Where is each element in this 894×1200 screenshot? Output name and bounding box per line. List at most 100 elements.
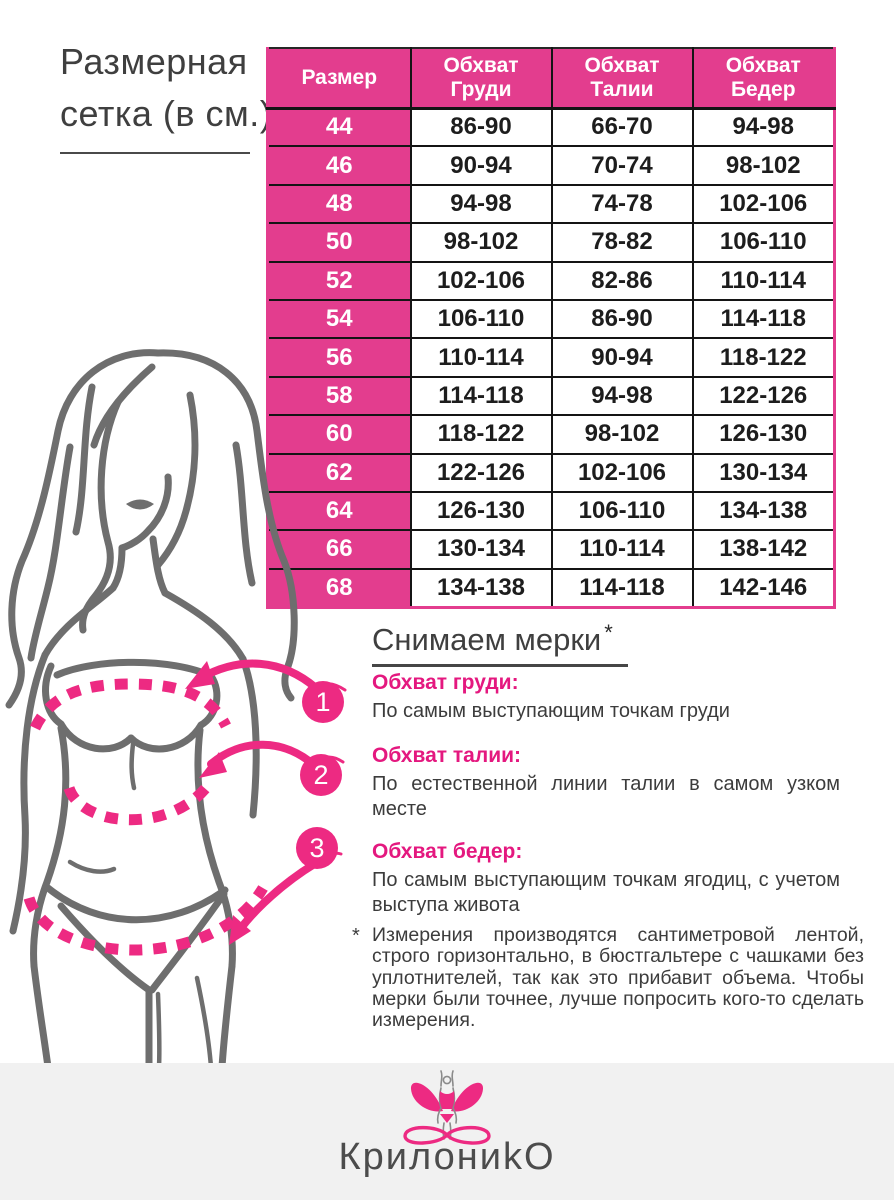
size-cell: 66 xyxy=(267,529,411,569)
value-cell: 106-110 xyxy=(691,222,835,262)
size-cell: 52 xyxy=(267,260,411,300)
value-cell: 86-90 xyxy=(550,298,693,339)
value-cell: 102-106 xyxy=(409,260,552,300)
step-circle-3: 3 xyxy=(296,827,338,869)
table-row: 56 110-114 90-94 118-122 xyxy=(267,337,835,377)
step-circle-1: 1 xyxy=(302,681,344,723)
woman-figure-illustration xyxy=(5,349,347,1070)
table-row: 66 130-134 110-114 138-142 xyxy=(267,529,835,569)
step-1-text: По самым выступающим точкам груди xyxy=(372,700,730,722)
measurement-dotted-lines xyxy=(23,678,268,956)
waist-dotted-line xyxy=(63,780,214,826)
value-cell: 94-98 xyxy=(409,183,552,224)
value-cell: 66-70 xyxy=(550,106,693,147)
measuring-heading: Снимаем мерки * xyxy=(372,620,613,658)
column-header: Обхват Бедер xyxy=(691,48,835,110)
value-cell: 134-138 xyxy=(409,567,552,608)
arrow-2-icon xyxy=(207,740,319,770)
body-lines xyxy=(9,584,260,1070)
value-cell: 98-102 xyxy=(691,145,835,185)
value-cell: 98-102 xyxy=(550,414,693,454)
step-circle-2: 2 xyxy=(300,754,342,796)
value-cell: 110-114 xyxy=(409,337,552,377)
step-2-text: По естественной линии талии в самом узко… xyxy=(372,773,840,820)
table-row: 52 102-106 82-86 110-114 xyxy=(267,260,835,300)
size-table-header: Размер Обхват Груди Обхват Талии Обхват Бед… xyxy=(267,48,835,110)
value-cell: 78-82 xyxy=(550,222,693,262)
value-cell: 94-98 xyxy=(550,375,693,416)
measuring-heading-underline xyxy=(372,664,628,667)
page-title: Размерная сетка (в см.) xyxy=(60,36,272,140)
value-cell: 118-122 xyxy=(691,337,835,377)
value-cell: 70-74 xyxy=(550,145,693,185)
value-cell: 142-146 xyxy=(691,567,835,608)
size-cell: 62 xyxy=(267,452,411,492)
footer: КрилониkО xyxy=(0,1063,894,1200)
table-row: 58 114-118 94-98 122-126 xyxy=(267,375,835,416)
value-cell: 106-110 xyxy=(550,490,693,531)
size-cell: 50 xyxy=(267,222,411,262)
size-cell: 46 xyxy=(267,145,411,185)
note-text: Измерения производятся сантиметровой лен… xyxy=(372,924,864,1032)
value-cell: 114-118 xyxy=(409,375,552,416)
table-row: 64 126-130 106-110 134-138 xyxy=(267,490,835,531)
measuring-heading-text: Снимаем мерки xyxy=(372,622,602,657)
value-cell: 90-94 xyxy=(409,145,552,185)
value-cell: 126-130 xyxy=(409,490,552,531)
value-cell: 138-142 xyxy=(691,529,835,569)
value-cell: 114-118 xyxy=(550,567,693,608)
size-cell: 56 xyxy=(267,337,411,377)
table-row: 46 90-94 70-74 98-102 xyxy=(267,145,835,185)
value-cell: 130-134 xyxy=(409,529,552,569)
value-cell: 122-126 xyxy=(691,375,835,416)
value-cell: 94-98 xyxy=(691,106,835,147)
value-cell: 110-114 xyxy=(550,529,693,569)
value-cell: 126-130 xyxy=(691,414,835,454)
value-cell: 114-118 xyxy=(691,298,835,339)
value-cell: 74-78 xyxy=(550,183,693,224)
measurement-note: * Измерения производятся сантиметровой л… xyxy=(352,924,864,1032)
column-header: Обхват Груди xyxy=(409,48,552,110)
size-cell: 44 xyxy=(267,106,411,147)
table-row: 44 86-90 66-70 94-98 xyxy=(267,106,835,147)
size-cell: 64 xyxy=(267,490,411,531)
value-cell: 82-86 xyxy=(550,260,693,300)
note-asterisk: * xyxy=(352,925,360,947)
value-cell: 130-134 xyxy=(691,452,835,492)
step-1-label: Обхват груди: xyxy=(372,671,519,694)
butterfly-woman-infinity-icon xyxy=(403,1070,491,1145)
step-3-label: Обхват бедер: xyxy=(372,840,523,863)
table-row: 50 98-102 78-82 106-110 xyxy=(267,222,835,262)
value-cell: 90-94 xyxy=(550,337,693,377)
hips-dotted-line xyxy=(23,885,268,956)
value-cell: 118-122 xyxy=(409,414,552,454)
bust-dotted-line xyxy=(30,678,231,731)
arrow-1-icon xyxy=(197,659,320,692)
table-row: 62 122-126 102-106 130-134 xyxy=(267,452,835,492)
face-lines xyxy=(109,473,172,597)
size-cell: 54 xyxy=(267,298,411,339)
size-cell: 60 xyxy=(267,414,411,454)
step-2-label: Обхват талии: xyxy=(372,744,522,767)
title-underline xyxy=(60,152,250,154)
size-cell: 58 xyxy=(267,375,411,416)
header-row: Размер Обхват Груди Обхват Талии Обхват Бед… xyxy=(267,48,835,110)
table-row: 48 94-98 74-78 102-106 xyxy=(267,183,835,224)
table-row: 54 106-110 86-90 114-118 xyxy=(267,298,835,339)
size-table: Размер Обхват Груди Обхват Талии Обхват Бед… xyxy=(266,47,836,609)
size-cell: 48 xyxy=(267,183,411,224)
column-header: Размер xyxy=(267,48,411,110)
value-cell: 122-126 xyxy=(409,452,552,492)
page-title-line2: сетка (в см.) xyxy=(60,93,273,134)
column-header: Обхват Талии xyxy=(550,48,693,110)
value-cell: 86-90 xyxy=(409,106,552,147)
size-table-body: 44 86-90 66-70 94-98 46 90-94 70-74 98-102 48 94-… xyxy=(267,106,835,608)
value-cell: 134-138 xyxy=(691,490,835,531)
value-cell: 106-110 xyxy=(409,298,552,339)
value-cell: 102-106 xyxy=(550,452,693,492)
value-cell: 102-106 xyxy=(691,183,835,224)
measuring-heading-asterisk: * xyxy=(604,620,613,645)
step-3-text: По самым выступающим точкам ягодиц, с уч… xyxy=(372,869,840,916)
value-cell: 110-114 xyxy=(691,260,835,300)
